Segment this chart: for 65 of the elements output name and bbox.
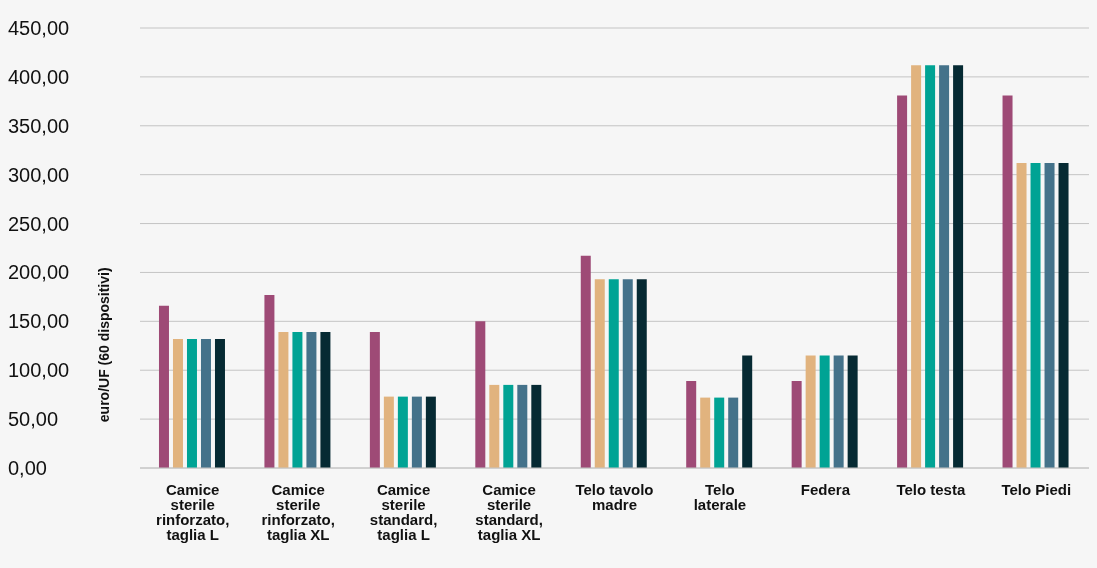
bar [714, 397, 725, 468]
bar [158, 305, 169, 468]
bar [622, 279, 633, 468]
bar [953, 65, 964, 468]
bar [608, 279, 619, 468]
bar [306, 332, 317, 468]
bar [742, 355, 753, 468]
y-tick-label: 400,00 [8, 65, 70, 88]
y-tick-label: 300,00 [8, 163, 70, 186]
bar [686, 380, 697, 468]
x-tick-label: Camice sterile rinforzato, taglia L [156, 480, 230, 543]
bar [1044, 162, 1055, 468]
bar [819, 355, 830, 468]
bar [214, 338, 225, 468]
bar [292, 332, 303, 468]
bar [186, 338, 197, 468]
x-tick-label: Telo tavolo madre [575, 480, 654, 513]
y-axis-title: euro/UF (60 dispositivi) [96, 267, 112, 423]
bar [278, 332, 289, 468]
bar [580, 255, 591, 468]
bar [939, 65, 950, 468]
bar [383, 396, 394, 468]
bar [897, 95, 908, 468]
bar [1016, 162, 1027, 468]
x-tick-label: Camice sterile standard, taglia XL [475, 480, 543, 543]
x-tick-label: Camice sterile standard, taglia L [369, 480, 438, 543]
bar [805, 355, 816, 468]
bar [911, 65, 922, 468]
y-tick-label: 250,00 [8, 212, 70, 235]
bar [925, 65, 936, 468]
bar [200, 338, 211, 468]
bar [411, 396, 422, 468]
bar [791, 380, 802, 468]
x-tick-label: Camice sterile rinforzato, taglia XL [261, 480, 335, 543]
bar [489, 384, 500, 468]
bar [531, 384, 542, 468]
bar [847, 355, 858, 468]
bar [475, 321, 486, 468]
y-tick-label: 450,00 [8, 17, 70, 39]
bar [172, 338, 183, 468]
y-tick-label: 100,00 [8, 359, 70, 382]
x-tick-label: Telo Piedi [1001, 480, 1072, 498]
y-tick-label: 200,00 [8, 261, 70, 284]
bar [264, 294, 275, 468]
bar [1058, 162, 1069, 468]
bar [728, 397, 739, 468]
y-tick-label: 0,00 [8, 457, 47, 479]
bar [594, 279, 605, 468]
bar [397, 396, 408, 468]
x-tick-label: Telo testa [896, 480, 966, 498]
bar [636, 279, 647, 468]
bar [833, 355, 844, 468]
bar [517, 384, 528, 468]
y-tick-label: 50,00 [8, 408, 59, 431]
bar [369, 332, 380, 468]
bar [1002, 95, 1013, 468]
bar [700, 397, 711, 468]
bar [1030, 162, 1041, 468]
bar [425, 396, 436, 468]
y-tick-label: 150,00 [8, 310, 70, 333]
bar [320, 332, 331, 468]
y-tick-label: 350,00 [8, 114, 70, 137]
bar [503, 384, 514, 468]
x-tick-label: Telo laterale [693, 480, 747, 513]
x-tick-label: Federa [800, 480, 851, 498]
